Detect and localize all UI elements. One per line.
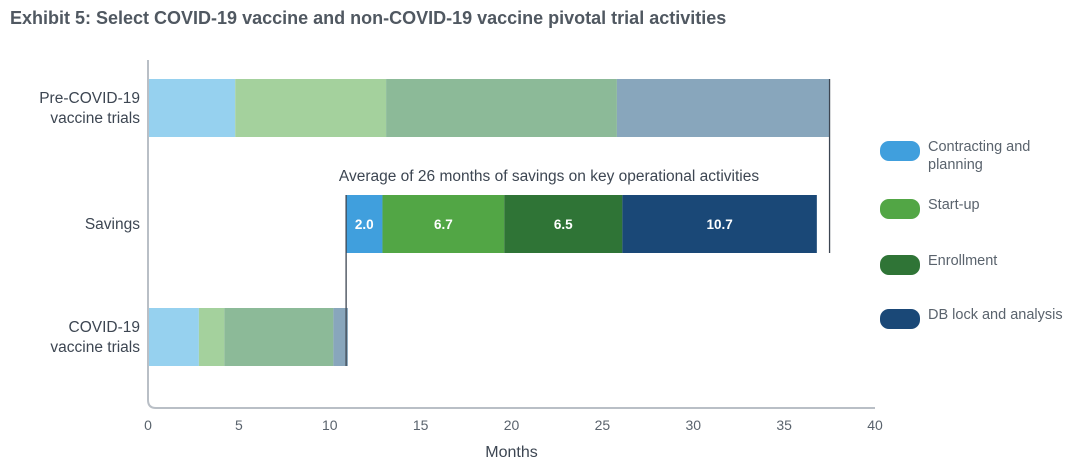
bars-layer <box>148 79 831 366</box>
axes-layer <box>147 60 875 409</box>
data-label-savings-4: 10.7 <box>706 217 732 232</box>
legend-item-startup: Start-up <box>880 196 1078 219</box>
bar-covid-segment-4 <box>333 308 348 366</box>
labels-layer: 2.0 6.7 6.5 10.7 Pre-COVID-19 vaccine trials S… <box>39 90 883 461</box>
data-label-savings-2: 6.7 <box>434 217 453 232</box>
legend-item-enrollment: Enrollment <box>880 252 1078 275</box>
legend-label-contracting: Contracting and planning <box>928 139 1031 173</box>
bar-pre-covid-segment-1 <box>148 79 236 137</box>
x-axis-line <box>147 60 875 409</box>
x-tick-label-35: 35 <box>776 417 792 433</box>
bar-covid-segment-2 <box>198 308 225 366</box>
data-label-savings-3: 6.5 <box>554 217 573 232</box>
legend-swatch-startup <box>880 199 920 219</box>
bar-savings-segment-2 <box>382 195 505 253</box>
bar-pre-covid-segment-4 <box>616 79 830 137</box>
legend-item-contracting: Contracting and planning <box>880 138 1078 174</box>
bar-pre-covid-segment-3 <box>386 79 617 137</box>
bar-covid-segment-1 <box>148 308 199 366</box>
category-label-savings-line-1: Savings <box>85 216 140 233</box>
legend-label-startup: Start-up <box>928 197 980 213</box>
x-axis-title: Months <box>485 444 537 461</box>
x-tick-label-20: 20 <box>504 417 520 433</box>
bar-pre-covid-segment-2 <box>235 79 387 137</box>
x-tick-label-25: 25 <box>595 417 611 433</box>
x-tick-label-5: 5 <box>235 417 243 433</box>
x-tick-label-30: 30 <box>685 417 701 433</box>
legend-swatch-contracting <box>880 141 920 161</box>
bar-covid-segment-3 <box>224 308 334 366</box>
x-tick-label-10: 10 <box>322 417 338 433</box>
legend-label-enrollment: Enrollment <box>928 253 998 269</box>
legend-swatch-db-lock <box>880 309 920 329</box>
category-label-pre-covid-line-1: Pre-COVID-19 <box>39 90 140 107</box>
data-label-savings-1: 2.0 <box>355 217 374 232</box>
category-label-covid-line-1: COVID-19 <box>69 319 141 336</box>
bar-savings-segment-4 <box>622 195 817 253</box>
x-tick-label-0: 0 <box>144 417 152 433</box>
savings-annotation: Average of 26 months of savings on key o… <box>339 168 759 185</box>
chart-title: Exhibit 5: Select COVID-19 vaccine and n… <box>10 8 727 28</box>
legend-label-db-lock: DB lock and analysis <box>928 307 1063 323</box>
category-label-pre-covid-line-2: vaccine trials <box>50 110 140 127</box>
x-tick-label-15: 15 <box>413 417 429 433</box>
bar-savings-segment-3 <box>504 195 623 253</box>
category-label-covid-line-2: vaccine trials <box>50 339 140 356</box>
x-tick-label-40: 40 <box>867 417 883 433</box>
legend-swatch-enrollment <box>880 255 920 275</box>
bar-savings-segment-1 <box>346 195 383 253</box>
legend-item-db-lock: DB lock and analysis <box>880 306 1078 329</box>
